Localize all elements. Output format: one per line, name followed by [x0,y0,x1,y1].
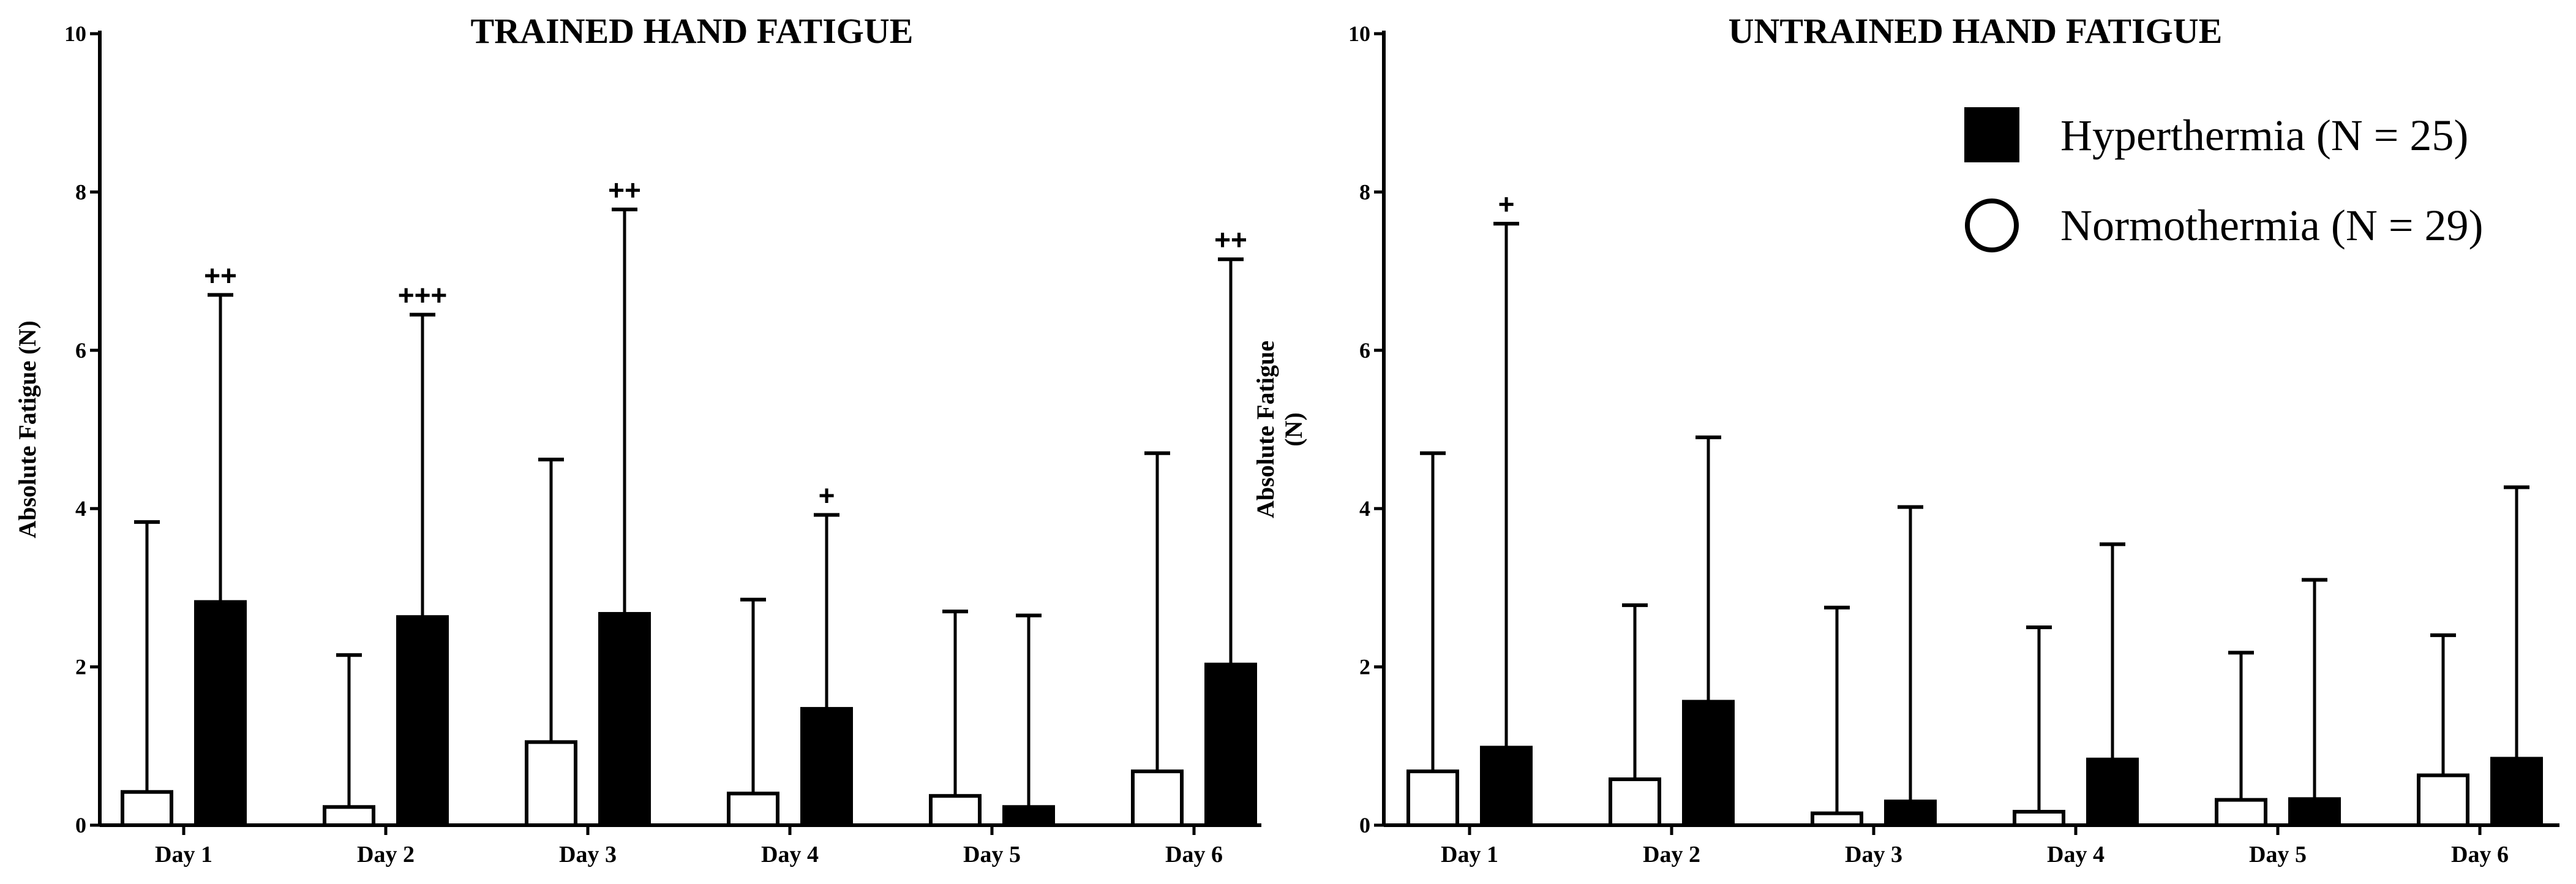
legend-hyperthermia-label: Hyperthermia (N = 25) [2060,111,2468,160]
y-tick-label: 0 [75,813,86,837]
y-axis-label: Absolute Fatigue (N) [13,320,41,538]
x-tick-label: Day 1 [155,842,212,867]
chart-title: UNTRAINED HAND FATIGUE [1729,11,2223,51]
x-tick-label: Day 6 [1165,842,1223,867]
bar-normothermia [323,805,375,828]
x-tick-label: Day 1 [1441,842,1498,867]
y-tick-label: 6 [1359,338,1370,363]
chart-title: TRAINED HAND FATIGUE [471,11,914,51]
bar-hyperthermia [1204,662,1257,827]
bar-normothermia [727,791,779,827]
significance-marker: ++ [1214,224,1247,255]
bar-hyperthermia [194,600,247,827]
significance-marker: + [819,480,835,512]
bar-normothermia [2215,798,2267,828]
bar-hyperthermia [2288,797,2341,828]
y-axis-label-line: Absolute Fatigue (N) [13,320,41,538]
x-tick-label: Day 2 [357,842,415,867]
y-tick-label: 10 [64,21,86,46]
bar-normothermia [1406,769,1459,828]
y-tick-label: 0 [1359,813,1370,837]
y-tick-label: 8 [75,179,86,204]
significance-marker: + [1498,188,1515,220]
untrained-hand-fatigue-panel: UNTRAINED HAND FATIGUE Absolute Fatigue(N… [1252,11,2559,867]
significance-marker: ++ [204,259,237,291]
x-tick-label: Day 2 [1643,842,1700,867]
y-tick-label: 2 [1359,655,1370,679]
y-tick-label: 2 [75,655,86,679]
legend-normothermia-label: Normothermia (N = 29) [2060,201,2483,250]
x-tick-label: Day 5 [2249,842,2307,867]
bar-hyperthermia [598,612,651,827]
legend-normothermia-marker [1965,198,2019,252]
bar-hyperthermia [1002,805,1055,828]
x-tick-label: Day 3 [1845,842,1902,867]
bar-normothermia [121,790,173,827]
y-tick-label: 8 [1359,179,1370,204]
bar-hyperthermia [1682,700,1735,827]
bar-normothermia [929,794,982,828]
bar-normothermia [2013,810,2065,828]
x-tick-label: Day 4 [2047,842,2105,867]
y-axis-label-line: Absolute Fatigue [1252,341,1279,518]
y-axis-label: Absolute Fatigue(N) [1252,341,1307,518]
bar-normothermia [1609,777,1661,827]
bar-normothermia [1131,769,1184,828]
x-tick-label: Day 4 [761,842,819,867]
y-tick-label: 6 [75,338,86,363]
x-tick-label: Day 6 [2451,842,2509,867]
bar-hyperthermia [1884,799,1937,827]
bar-hyperthermia [1480,746,1533,828]
y-axis-label-line: (N) [1280,412,1307,447]
y-tick-label: 4 [1359,496,1370,521]
y-tick-label: 4 [75,496,86,521]
bar-normothermia [2417,773,2469,827]
legend-hyperthermia-swatch [1964,107,2019,162]
significance-marker: +++ [398,279,448,311]
bar-normothermia [525,740,577,827]
legend: Hyperthermia (N = 25) Normothermia (N = … [1964,107,2483,252]
bar-normothermia [1811,811,1863,827]
bar-hyperthermia [396,615,449,827]
bar-hyperthermia [2490,757,2543,828]
significance-marker: ++ [608,174,641,206]
bar-hyperthermia [800,707,853,828]
x-tick-label: Day 3 [559,842,617,867]
trained-hand-fatigue-panel: TRAINED HAND FATIGUE Absolute Fatigue (N)… [13,11,1261,867]
bar-hyperthermia [2086,757,2139,828]
x-tick-label: Day 5 [963,842,1021,867]
y-tick-label: 10 [1348,21,1370,46]
